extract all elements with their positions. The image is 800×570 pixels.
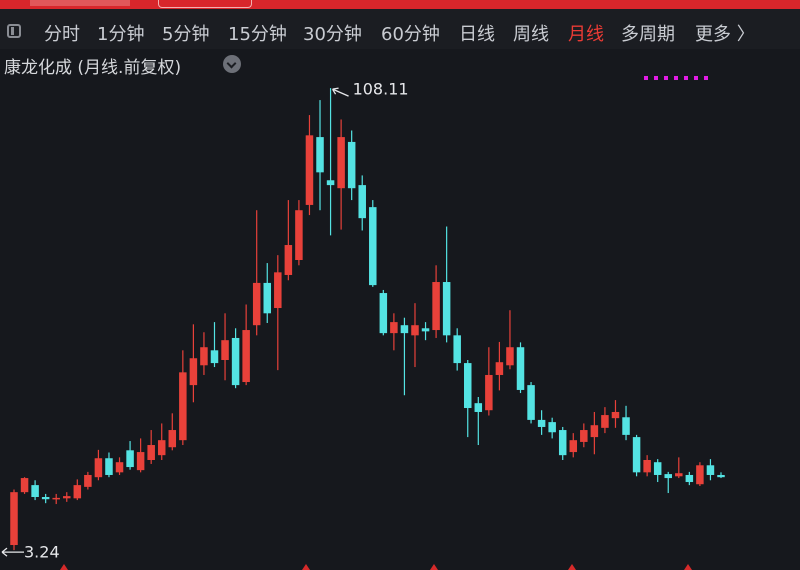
candle-body [136,452,145,471]
candle-body [105,458,113,475]
candle-body [84,474,92,487]
candle-body [94,458,103,478]
candle-body [358,185,366,219]
tab-bar [0,9,800,49]
candle-body [63,496,71,499]
candle-body [347,141,356,189]
candle-body [453,335,461,364]
candle-body [200,347,208,366]
candle-body [506,347,514,366]
candle-body [179,372,187,441]
top-strip [0,0,800,9]
candle-body [717,474,725,478]
candle-body [548,422,556,433]
candle-body [442,282,451,336]
candle-body [73,485,82,499]
tab[interactable]: 60分钟 [381,24,440,45]
candle-body [696,465,704,485]
tab[interactable]: 多周期 [621,24,675,45]
candle-body [537,419,546,427]
candle-body [274,272,282,309]
candle-body [411,325,419,336]
bottom-markers [60,564,692,570]
tab[interactable]: 更多 〉 [695,24,755,45]
candle-body [20,478,29,493]
candle-body [115,462,124,473]
candle-body [379,293,388,334]
max-label: 108.11 [353,80,409,99]
candle-body [52,497,60,500]
candle-body [675,473,683,477]
candle-body [168,430,177,448]
candle-body [495,362,504,375]
logo [30,0,130,6]
candle-body [295,210,303,260]
dropdown-button[interactable] [223,55,241,73]
tab[interactable]: 1分钟 [97,24,145,45]
candle-body [516,347,525,390]
max-arrow [332,87,349,97]
candle-body [664,474,672,479]
candle-body [632,437,641,473]
candle-body [10,492,18,546]
tab[interactable]: 15分钟 [228,24,287,45]
candle-body [252,282,261,326]
candle-body [421,328,430,332]
candle-body [263,282,272,314]
panel-icon[interactable] [7,24,21,38]
candle-body [337,137,345,189]
candle-body [41,497,50,500]
candle-body [369,207,377,286]
candle-body [231,337,240,386]
candle-body [706,465,715,475]
candle-body [474,403,483,412]
candle-body [326,180,335,186]
tab[interactable]: 30分钟 [303,24,362,45]
min-label: 3.24 [24,543,60,562]
tab[interactable]: 周线 [513,24,549,45]
candle-body [157,440,166,456]
min-arrow [1,547,24,557]
candle-body [31,485,39,498]
candle-body [432,282,440,331]
top-button[interactable] [158,0,252,8]
candle-body [569,440,578,453]
tab[interactable]: 月线 [568,24,604,45]
candle-body [305,135,314,205]
candle-body [284,245,293,275]
candle-body [611,411,620,419]
tab[interactable]: 日线 [459,24,495,45]
stock-title: 康龙化成 (月线.前复权) [4,58,182,78]
candle-body [463,363,472,409]
candle-body [390,322,398,334]
tab[interactable]: 分时 [44,24,80,45]
candle-body [653,462,662,475]
candle-body [126,450,134,468]
candle-body [601,415,609,428]
candle-body [558,430,567,456]
candle-body [485,374,493,411]
candle-body [685,474,694,483]
candle-body [622,417,630,435]
candle-body [221,340,229,360]
candle-body [590,425,599,438]
candle-body [580,430,588,442]
candle-body [400,325,409,334]
candle-body [147,445,155,460]
tab[interactable]: 5分钟 [162,24,210,45]
candle-body [643,460,651,473]
candle-body [527,385,535,420]
candle-body [210,350,219,364]
candle-body [242,330,250,383]
candle-body [316,137,324,173]
candle-body [189,358,198,386]
